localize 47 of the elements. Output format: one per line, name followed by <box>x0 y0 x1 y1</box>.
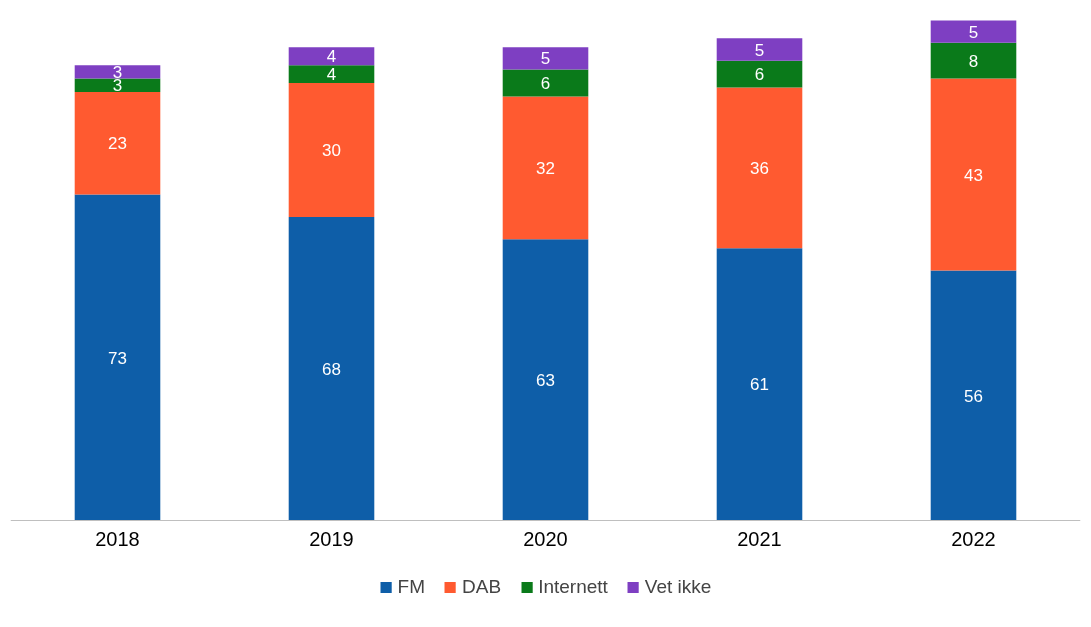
x-tick-label: 2021 <box>737 527 782 550</box>
x-tick-label: 2018 <box>95 527 140 550</box>
legend-label: FM <box>397 576 426 598</box>
bar <box>502 47 589 70</box>
data-label: 56 <box>964 386 983 406</box>
data-label: 5 <box>968 22 979 42</box>
bar <box>74 91 161 195</box>
bar <box>288 65 375 83</box>
data-label: 43 <box>964 165 983 185</box>
x-tick-label: 2019 <box>309 527 354 550</box>
bar <box>502 69 589 97</box>
bar <box>930 42 1017 79</box>
data-label: 8 <box>968 51 979 71</box>
bar <box>288 47 375 66</box>
bar <box>716 60 803 88</box>
bar <box>74 194 161 521</box>
data-label: 61 <box>750 375 769 395</box>
bar <box>288 83 375 217</box>
legend-label: Internett <box>538 576 608 598</box>
bar <box>74 78 161 92</box>
data-label: 30 <box>322 140 341 160</box>
bar <box>930 270 1017 521</box>
bar <box>716 38 803 61</box>
data-label: 63 <box>536 370 555 390</box>
legend-label: Vet ikke <box>644 576 712 598</box>
x-tick-label: 2022 <box>951 527 996 550</box>
bar <box>716 87 803 249</box>
bar <box>288 216 375 521</box>
legend-label: DAB <box>462 576 502 598</box>
data-label: 4 <box>326 47 337 67</box>
bar <box>74 65 161 79</box>
data-label: 6 <box>754 65 765 85</box>
data-label: 6 <box>540 74 551 93</box>
data-label: 23 <box>108 134 127 154</box>
bar <box>502 96 589 240</box>
data-label: 5 <box>540 49 551 69</box>
data-label: 73 <box>108 348 127 368</box>
data-label: 68 <box>322 359 341 379</box>
x-tick-label: 2020 <box>523 527 568 550</box>
data-label: 36 <box>750 158 769 178</box>
bar <box>502 239 589 521</box>
data-label: 4 <box>326 65 337 85</box>
bar <box>930 78 1017 271</box>
data-label: 5 <box>754 40 765 60</box>
bar <box>930 20 1017 43</box>
data-label: 32 <box>536 158 555 178</box>
bar <box>716 248 803 521</box>
